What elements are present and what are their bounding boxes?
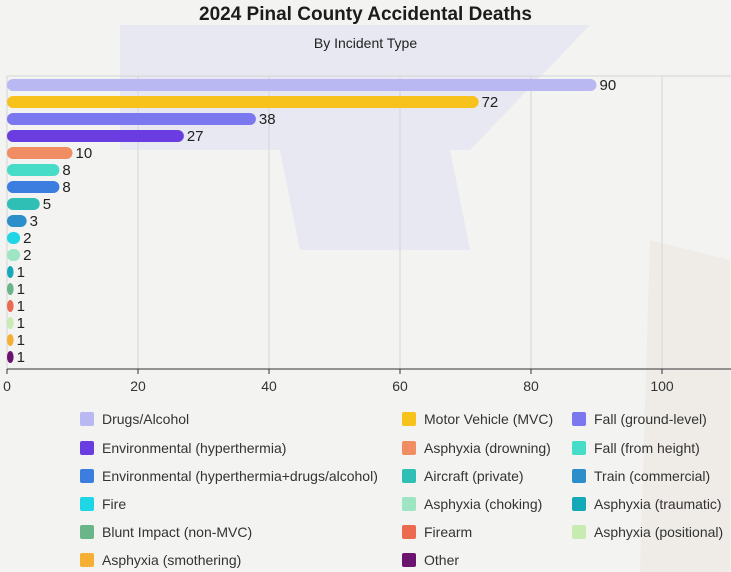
- bar-value-label: 1: [17, 264, 25, 281]
- bar-value-label: 72: [482, 94, 499, 111]
- chart-title: 2024 Pinal County Accidental Deaths: [199, 4, 532, 25]
- bar-value-label: 3: [30, 213, 38, 230]
- x-tick-label: 20: [130, 378, 146, 394]
- bar: [7, 283, 14, 295]
- bar-value-label: 27: [187, 128, 204, 145]
- bar-value-label: 38: [259, 111, 276, 128]
- bar: [7, 79, 597, 91]
- bar-value-label: 1: [17, 332, 25, 349]
- bar-value-label: 10: [76, 145, 93, 162]
- bar: [7, 266, 14, 278]
- bar-value-label: 1: [17, 298, 25, 315]
- bar-value-label: 2: [23, 230, 31, 247]
- bar-value-label: 1: [17, 349, 25, 366]
- bar: [7, 351, 14, 363]
- x-tick-label: 40: [261, 378, 277, 394]
- bar: [7, 164, 60, 176]
- x-tick-label: 0: [3, 378, 11, 394]
- bar-value-label: 1: [17, 315, 25, 332]
- x-tick-label: 60: [392, 378, 408, 394]
- bar: [7, 300, 14, 312]
- bar: [7, 334, 14, 346]
- bar: [7, 215, 27, 227]
- bar: [7, 198, 40, 210]
- bar: [7, 113, 256, 125]
- bar-value-label: 8: [62, 162, 70, 179]
- bar: [7, 147, 73, 159]
- bar: [7, 181, 60, 193]
- chart-subtitle: By Incident Type: [313, 35, 418, 51]
- bar: [7, 232, 21, 244]
- bar-value-label: 8: [62, 179, 70, 196]
- bar: [7, 96, 479, 108]
- bar-value-label: 2: [23, 247, 31, 264]
- bar: [7, 317, 14, 329]
- bar-value-label: 5: [43, 196, 51, 213]
- bar-value-label: 1: [17, 281, 25, 298]
- x-tick-label: 80: [523, 378, 539, 394]
- bar: [7, 130, 184, 142]
- x-tick-label: 100: [650, 378, 674, 394]
- bar-value-label: 90: [600, 77, 617, 94]
- bar: [7, 249, 21, 261]
